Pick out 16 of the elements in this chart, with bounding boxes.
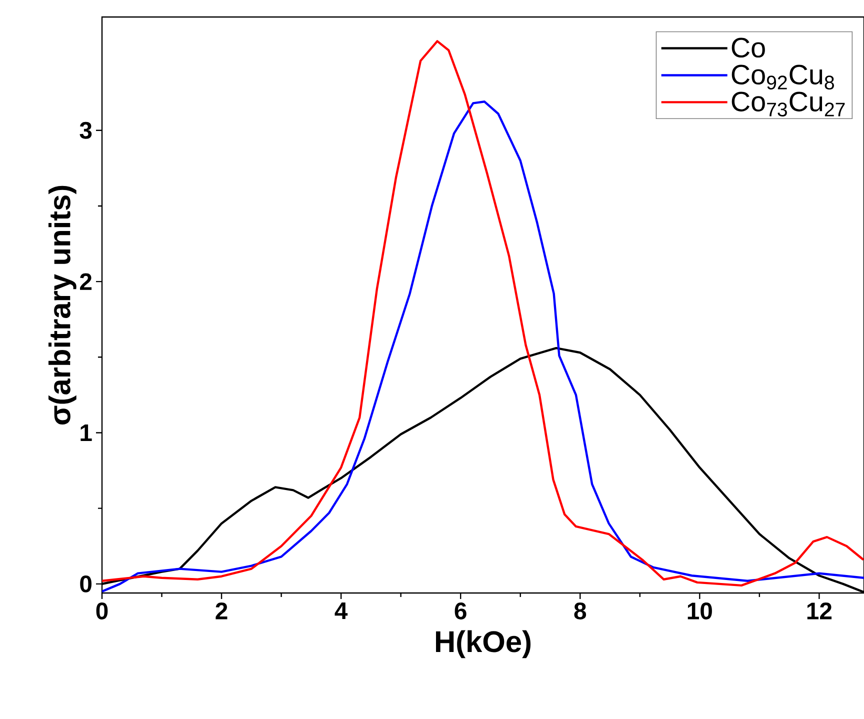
y-axis-title: σ(arbitrary units) — [48, 186, 76, 424]
x-tick-label: 0 — [96, 602, 108, 620]
y-tick-label: 1 — [80, 424, 92, 441]
x-tick-label: 12 — [807, 602, 832, 620]
y-tick-label: 3 — [80, 122, 92, 139]
x-tick-label: 10 — [688, 602, 712, 620]
x-tick-label: 2 — [216, 602, 228, 620]
x-tick-label: 4 — [334, 602, 348, 619]
x-tick-label: 8 — [574, 602, 586, 620]
y-tick-label: 2 — [80, 273, 92, 290]
x-axis-title: H(kOe) — [436, 630, 531, 658]
y-tick-label: 0 — [80, 575, 92, 592]
x-tick-label: 6 — [454, 602, 466, 620]
legend-label: Co — [732, 38, 765, 58]
legend-label: Co$_{73}$Cu$_{27}$ — [732, 92, 845, 116]
legend-label: Co$_{92}$Cu$_{8}$ — [732, 64, 834, 90]
